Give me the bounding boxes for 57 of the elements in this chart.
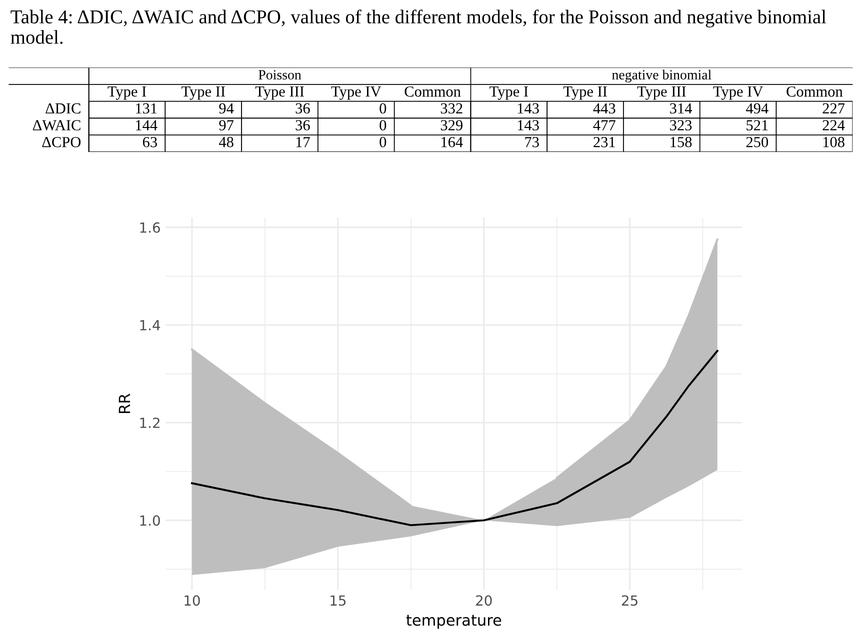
data-label: 144 (136, 120, 158, 130)
data-label: 323 (670, 120, 692, 130)
y-tick-label: 1.6 (140, 222, 160, 233)
data-label: 97 (219, 120, 234, 130)
data-label: 314 (670, 103, 692, 114)
x-tick-label: Type III (255, 86, 304, 100)
x-tick-label: Type II (182, 86, 226, 100)
data-label: 164 (442, 136, 463, 148)
chart-title: Table 4: ΔDIC, ΔWAIC and ΔCPO, values of the different models, for the Poisson and negative binomial model. (10, 10, 826, 44)
data-label: 143 (518, 103, 539, 114)
y-tick-label: ΔDIC (46, 103, 80, 114)
data-label: 0 (380, 136, 386, 148)
y-tick-label: ΔCPO (42, 136, 81, 148)
data-label: 36 (296, 120, 310, 130)
data-label: 94 (219, 103, 234, 114)
data-label: 494 (746, 103, 768, 114)
x-tick-label: Type III (637, 86, 686, 100)
x-tick-label: Type I (108, 86, 146, 100)
x-axis-title: temperature (406, 614, 502, 629)
data-label: 0 (380, 103, 386, 114)
x-tick-label: 15 (330, 595, 346, 606)
text: Poisson (258, 70, 302, 80)
data-label: 224 (822, 120, 845, 130)
data-label: 17 (296, 137, 310, 148)
data-label: 0 (380, 120, 386, 130)
x-tick-label: Type IV (713, 86, 764, 100)
data-label: 63 (142, 136, 157, 148)
y-tick-label: ΔWAIC (32, 120, 80, 130)
x-tick-label: Type IV (331, 86, 382, 100)
data-label: 227 (822, 103, 845, 114)
data-label: 158 (670, 136, 692, 148)
data-label: 48 (218, 136, 234, 148)
x-tick-label: Type II (563, 86, 607, 100)
text: negative binomial (612, 70, 712, 82)
x-tick-label: 20 (476, 595, 492, 606)
data-label: 250 (746, 136, 768, 148)
y-tick-label: 1.2 (140, 418, 160, 428)
y-tick-label: 1.4 (140, 320, 160, 330)
y-axis-title: RR (118, 394, 130, 413)
data-label: 329 (440, 120, 462, 130)
data-label: 143 (518, 120, 539, 130)
data-label: 332 (440, 103, 462, 114)
x-tick-label: Type I (490, 86, 528, 100)
x-tick-label: 10 (184, 595, 200, 606)
x-tick-label: Common (786, 86, 843, 97)
x-tick-label: Common (404, 86, 461, 97)
data-label: 477 (593, 120, 616, 130)
data-label: 231 (594, 136, 615, 148)
data-label: 73 (525, 136, 539, 148)
data-label: 521 (746, 120, 768, 130)
data-label: 108 (823, 136, 844, 148)
data-label: 36 (296, 103, 310, 114)
y-tick-label: 1.0 (140, 515, 160, 526)
data-label: 443 (593, 103, 616, 114)
x-tick-label: 25 (622, 595, 638, 606)
line-series (190, 350, 718, 526)
data-label: 131 (136, 103, 157, 114)
